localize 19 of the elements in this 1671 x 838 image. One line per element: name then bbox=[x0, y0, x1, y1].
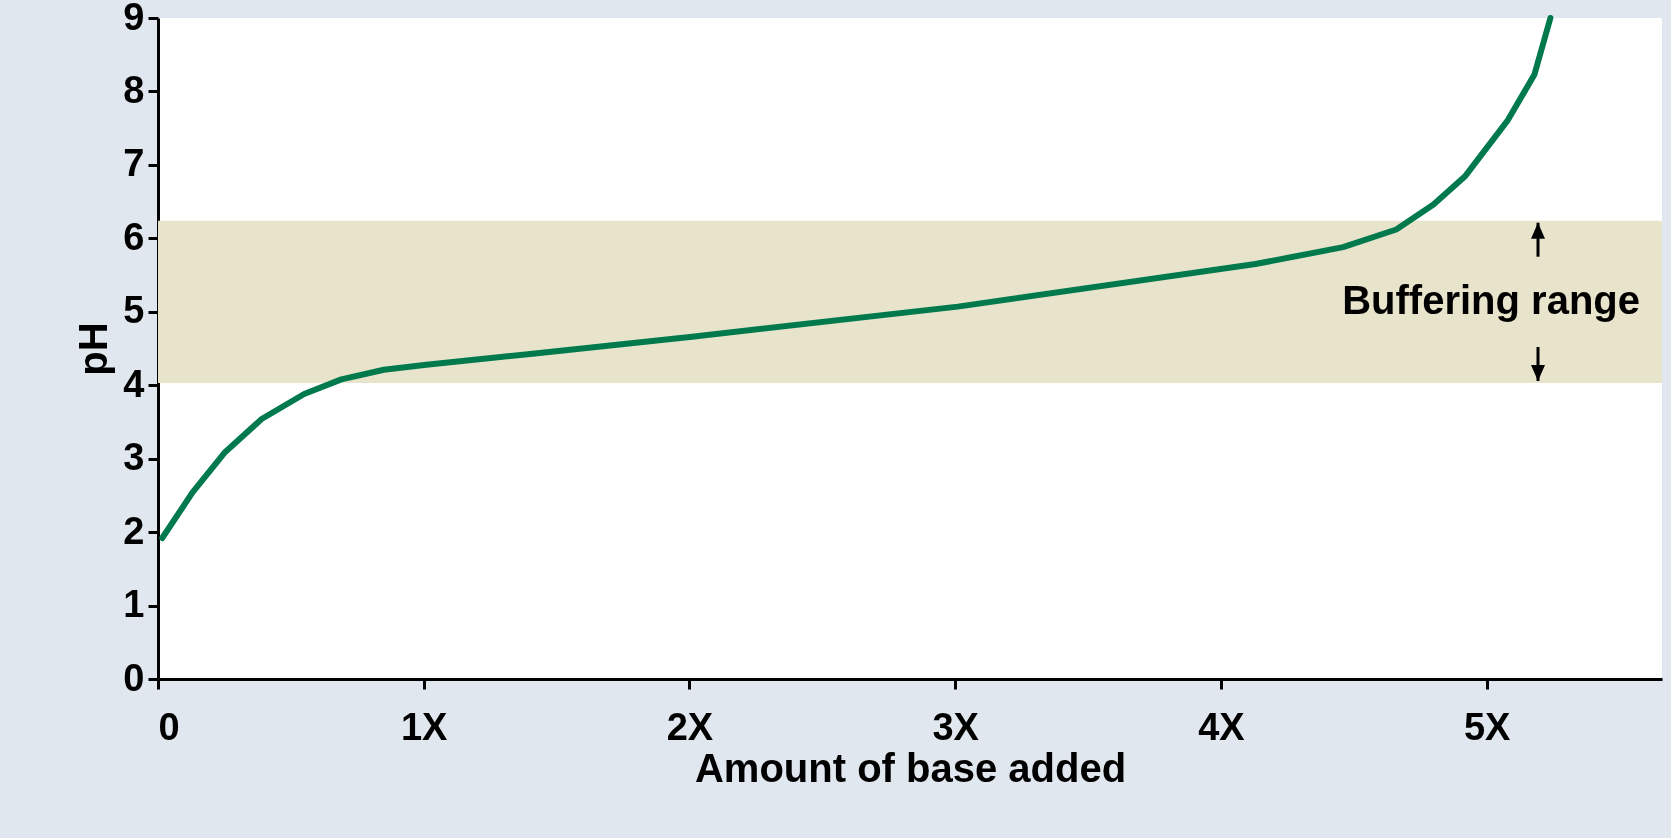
x-tick-label: 2X bbox=[666, 705, 714, 748]
band-label: Buffering range bbox=[1342, 277, 1640, 322]
y-tick-label: 5 bbox=[123, 289, 145, 332]
x-tick-label: 1X bbox=[400, 705, 449, 748]
y-tick-label: 4 bbox=[123, 362, 145, 405]
y-tick-label: 0 bbox=[123, 656, 145, 699]
x-axis-title: Amount of base added bbox=[694, 745, 1127, 790]
y-tick-label: 7 bbox=[123, 142, 145, 185]
y-tick-label: 6 bbox=[123, 215, 145, 258]
y-tick-label: 2 bbox=[123, 509, 145, 552]
y-tick-label: 3 bbox=[123, 436, 145, 479]
x-tick-label: 5X bbox=[1463, 705, 1512, 748]
x-tick-label: 3X bbox=[932, 705, 980, 748]
x-tick-label: 4X bbox=[1198, 705, 1246, 748]
y-tick-label: 8 bbox=[123, 68, 145, 111]
y-tick-label: 1 bbox=[123, 583, 145, 626]
y-tick-label: 9 bbox=[123, 0, 145, 38]
y-axis-title: pH bbox=[71, 322, 116, 376]
x-tick-label: 0 bbox=[158, 705, 180, 748]
